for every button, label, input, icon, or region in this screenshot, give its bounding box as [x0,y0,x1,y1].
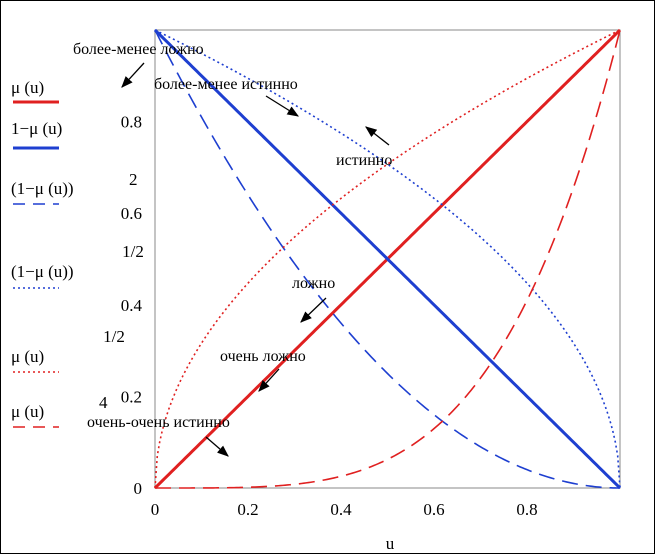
x-tick-label: 0.2 [237,500,258,519]
legend-exponent-mu_sqrt: 1/2 [103,327,125,346]
annotation-label: истинно [336,152,392,169]
annotation-label: ложно [292,275,335,292]
legend-exponent-one_minus_mu_sqrt: 1/2 [122,242,144,261]
legend-exponent-one_minus_mu_sq: 2 [129,170,138,189]
x-tick-label: 0.8 [516,500,537,519]
annotation-label: очень ложно [220,348,306,365]
series-line-one_minus_mu_sqrt [154,29,621,489]
x-axis-label: u [386,534,395,553]
legend-label-mu_sqrt: μ (u) [11,347,44,366]
annotation-label: очень-очень истинно [87,414,230,431]
series-line-one_minus_mu_sq [154,29,621,489]
legend-label-one_minus_mu: 1−μ (u) [11,119,62,138]
annotation-arrow [365,126,390,146]
legend-label-one_minus_mu_sq: (1−μ (u)) [11,179,74,198]
x-tick-label: 0.4 [330,500,352,519]
legend: μ (u) 1−μ (u) (1−μ (u)) 2 (1−μ (u)) 1/2 μ (u) 1… [11,78,144,428]
plot-area [153,28,622,490]
y-tick-label: 0.2 [121,387,142,406]
annotation-arrow [258,368,280,392]
series-line-mu_sqrt [154,29,621,489]
annotation-label: более-менее истинно [154,76,298,93]
plot-border [154,29,621,489]
series-line-one_minus_mu [153,28,622,490]
annotation-label: более-менее ложно [73,41,204,58]
x-tick-label: 0 [151,500,160,519]
annotation-arrow [265,95,299,117]
legend-label-one_minus_mu_sqrt: (1−μ (u)) [11,262,74,281]
annotation-arrow [205,436,229,457]
axis-ticks: 0 0.2 0.4 0.6 0.8 0 0.2 0.4 0.6 0.8 [121,113,538,519]
x-tick-label: 0.6 [423,500,444,519]
annotation-arrow [121,62,145,88]
y-tick-label: 0 [134,479,143,498]
legend-label-mu: μ (u) [11,78,44,97]
annotations: более-менее ложно более-менее истинно исти… [73,41,392,457]
y-tick-label: 0.4 [121,296,143,315]
annotation-arrow [300,297,327,323]
legend-label-mu_pow4: μ (u) [11,402,44,421]
y-tick-label: 0.8 [121,113,142,132]
series-line-mu_pow4 [155,29,621,489]
y-tick-label: 0.6 [121,204,142,223]
legend-exponent-mu_pow4: 4 [99,393,108,412]
